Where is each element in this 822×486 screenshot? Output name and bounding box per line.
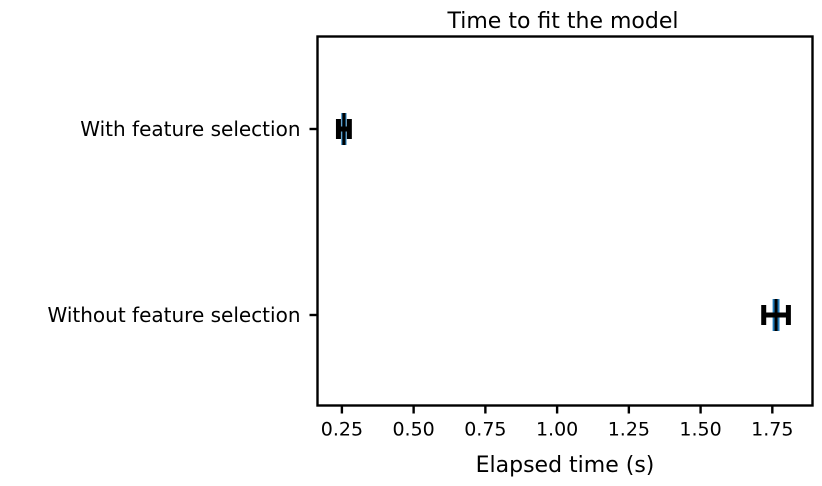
data-marks bbox=[335, 113, 791, 331]
y-tick-label: Without feature selection bbox=[48, 303, 301, 327]
x-tick-label: 1.50 bbox=[679, 419, 721, 441]
plot-frame bbox=[316, 35, 814, 407]
y-axis: With feature selection Without feature se… bbox=[48, 117, 318, 327]
x-tick-label: 1.25 bbox=[608, 419, 650, 441]
x-tick-label: 0.75 bbox=[464, 419, 506, 441]
x-tick-label: 0.25 bbox=[321, 419, 363, 441]
x-tick-label: 0.50 bbox=[392, 419, 434, 441]
x-axis-label: Elapsed time (s) bbox=[476, 453, 655, 478]
x-axis: 0.25 0.50 0.75 1.00 1.25 1.50 1.75 bbox=[321, 405, 793, 441]
chart-title: Time to fit the model bbox=[447, 9, 679, 34]
y-tick-label: With feature selection bbox=[80, 117, 300, 141]
x-tick-label: 1.00 bbox=[536, 419, 578, 441]
x-tick-label: 1.75 bbox=[751, 419, 793, 441]
